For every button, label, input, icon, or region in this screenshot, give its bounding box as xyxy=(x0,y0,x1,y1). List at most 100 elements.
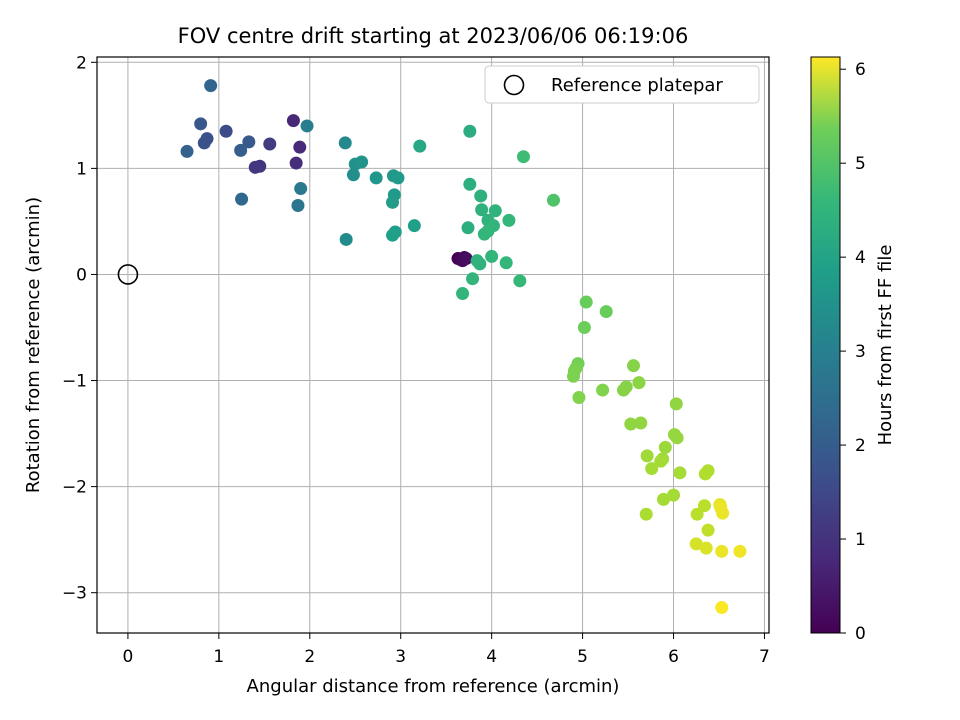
data-point xyxy=(461,221,475,235)
y-tick-label: 0 xyxy=(76,265,87,285)
data-point xyxy=(235,192,249,206)
data-point xyxy=(459,252,473,266)
x-tick-label: 1 xyxy=(213,647,224,667)
data-point xyxy=(234,143,248,157)
data-point xyxy=(407,219,421,233)
legend: Reference platepar xyxy=(484,65,760,104)
data-point xyxy=(248,160,262,174)
data-point xyxy=(632,376,646,390)
data-point xyxy=(194,117,208,131)
data-point xyxy=(716,506,730,520)
data-point xyxy=(346,168,360,182)
data-point xyxy=(242,135,256,149)
y-axis-ticks: 2 1 0 −1 −2 −3 xyxy=(62,53,97,604)
data-point xyxy=(204,79,218,93)
data-point xyxy=(673,466,687,480)
y-tick-label: −1 xyxy=(62,372,87,392)
x-tick-label: 3 xyxy=(395,647,406,667)
data-points xyxy=(180,79,747,615)
y-tick-label: 1 xyxy=(76,159,87,179)
y-tick-label: −3 xyxy=(62,584,87,604)
reference-point-marker xyxy=(117,264,139,285)
data-point xyxy=(294,182,308,196)
colorbar: 0 1 2 3 4 5 6 Hours from first FF file xyxy=(810,56,896,644)
data-point xyxy=(391,171,405,185)
data-point xyxy=(697,499,711,513)
data-point xyxy=(289,156,303,170)
y-tick-label: 2 xyxy=(76,53,87,73)
colorbar-gradient xyxy=(810,56,841,634)
data-point xyxy=(733,544,747,558)
x-tick-label: 4 xyxy=(486,647,497,667)
x-axis-ticks: 0 1 2 3 4 5 6 7 xyxy=(123,633,770,667)
data-point xyxy=(369,171,383,185)
data-point xyxy=(658,440,672,454)
data-point xyxy=(634,416,648,430)
data-point xyxy=(701,523,715,537)
colorbar-tick-label: 4 xyxy=(855,248,866,268)
data-point xyxy=(715,601,729,615)
data-point xyxy=(291,199,305,213)
grid xyxy=(97,57,769,633)
data-point xyxy=(690,507,704,521)
data-point xyxy=(567,364,581,378)
data-point xyxy=(499,256,513,270)
data-point xyxy=(639,507,653,521)
colorbar-tick-label: 5 xyxy=(855,154,866,174)
x-tick-label: 6 xyxy=(668,647,679,667)
x-axis-label: Angular distance from reference (arcmin) xyxy=(247,676,620,697)
data-point xyxy=(339,232,353,246)
x-tick-label: 0 xyxy=(123,647,134,667)
data-point xyxy=(624,417,638,431)
data-point xyxy=(463,177,477,191)
colorbar-tick-label: 1 xyxy=(855,530,866,550)
data-point xyxy=(715,544,729,558)
colorbar-tick-label: 6 xyxy=(855,60,866,80)
data-point xyxy=(654,454,668,468)
data-point xyxy=(513,274,527,288)
data-point xyxy=(355,155,369,169)
data-point xyxy=(579,295,593,309)
legend-box xyxy=(484,65,760,104)
data-point xyxy=(463,124,477,138)
data-point xyxy=(300,119,314,133)
data-point xyxy=(516,150,530,164)
data-point xyxy=(481,224,495,238)
data-point xyxy=(619,380,633,394)
data-point xyxy=(180,144,194,158)
data-point xyxy=(263,137,277,151)
y-tick-label: −2 xyxy=(62,478,87,498)
colorbar-tick-label: 3 xyxy=(855,342,866,362)
data-point xyxy=(667,488,681,502)
chart-title: FOV centre drift starting at 2023/06/06 … xyxy=(178,24,689,48)
data-point xyxy=(293,140,307,154)
data-point xyxy=(645,462,659,476)
data-point xyxy=(572,391,586,405)
data-point xyxy=(669,397,683,411)
data-point xyxy=(689,537,703,551)
colorbar-ticks: 0 1 2 3 4 5 6 xyxy=(840,60,866,644)
data-point xyxy=(338,136,352,150)
plot-frame xyxy=(96,56,770,634)
data-point xyxy=(502,213,516,227)
data-point xyxy=(596,383,610,397)
data-point xyxy=(386,228,400,242)
colorbar-tick-label: 2 xyxy=(855,436,866,456)
data-point xyxy=(627,359,641,373)
data-point xyxy=(546,193,560,207)
data-point xyxy=(657,492,671,506)
x-tick-label: 5 xyxy=(577,647,588,667)
data-point xyxy=(473,257,487,271)
data-point xyxy=(197,136,211,150)
x-tick-label: 7 xyxy=(759,647,770,667)
data-point xyxy=(485,249,499,263)
data-point xyxy=(286,114,300,128)
data-point xyxy=(599,305,613,319)
x-tick-label: 2 xyxy=(304,647,315,667)
colorbar-label: Hours from first FF file xyxy=(875,245,896,446)
data-point xyxy=(456,287,470,301)
colorbar-tick-label: 0 xyxy=(855,624,866,644)
data-point xyxy=(670,431,684,445)
data-point xyxy=(413,139,427,153)
